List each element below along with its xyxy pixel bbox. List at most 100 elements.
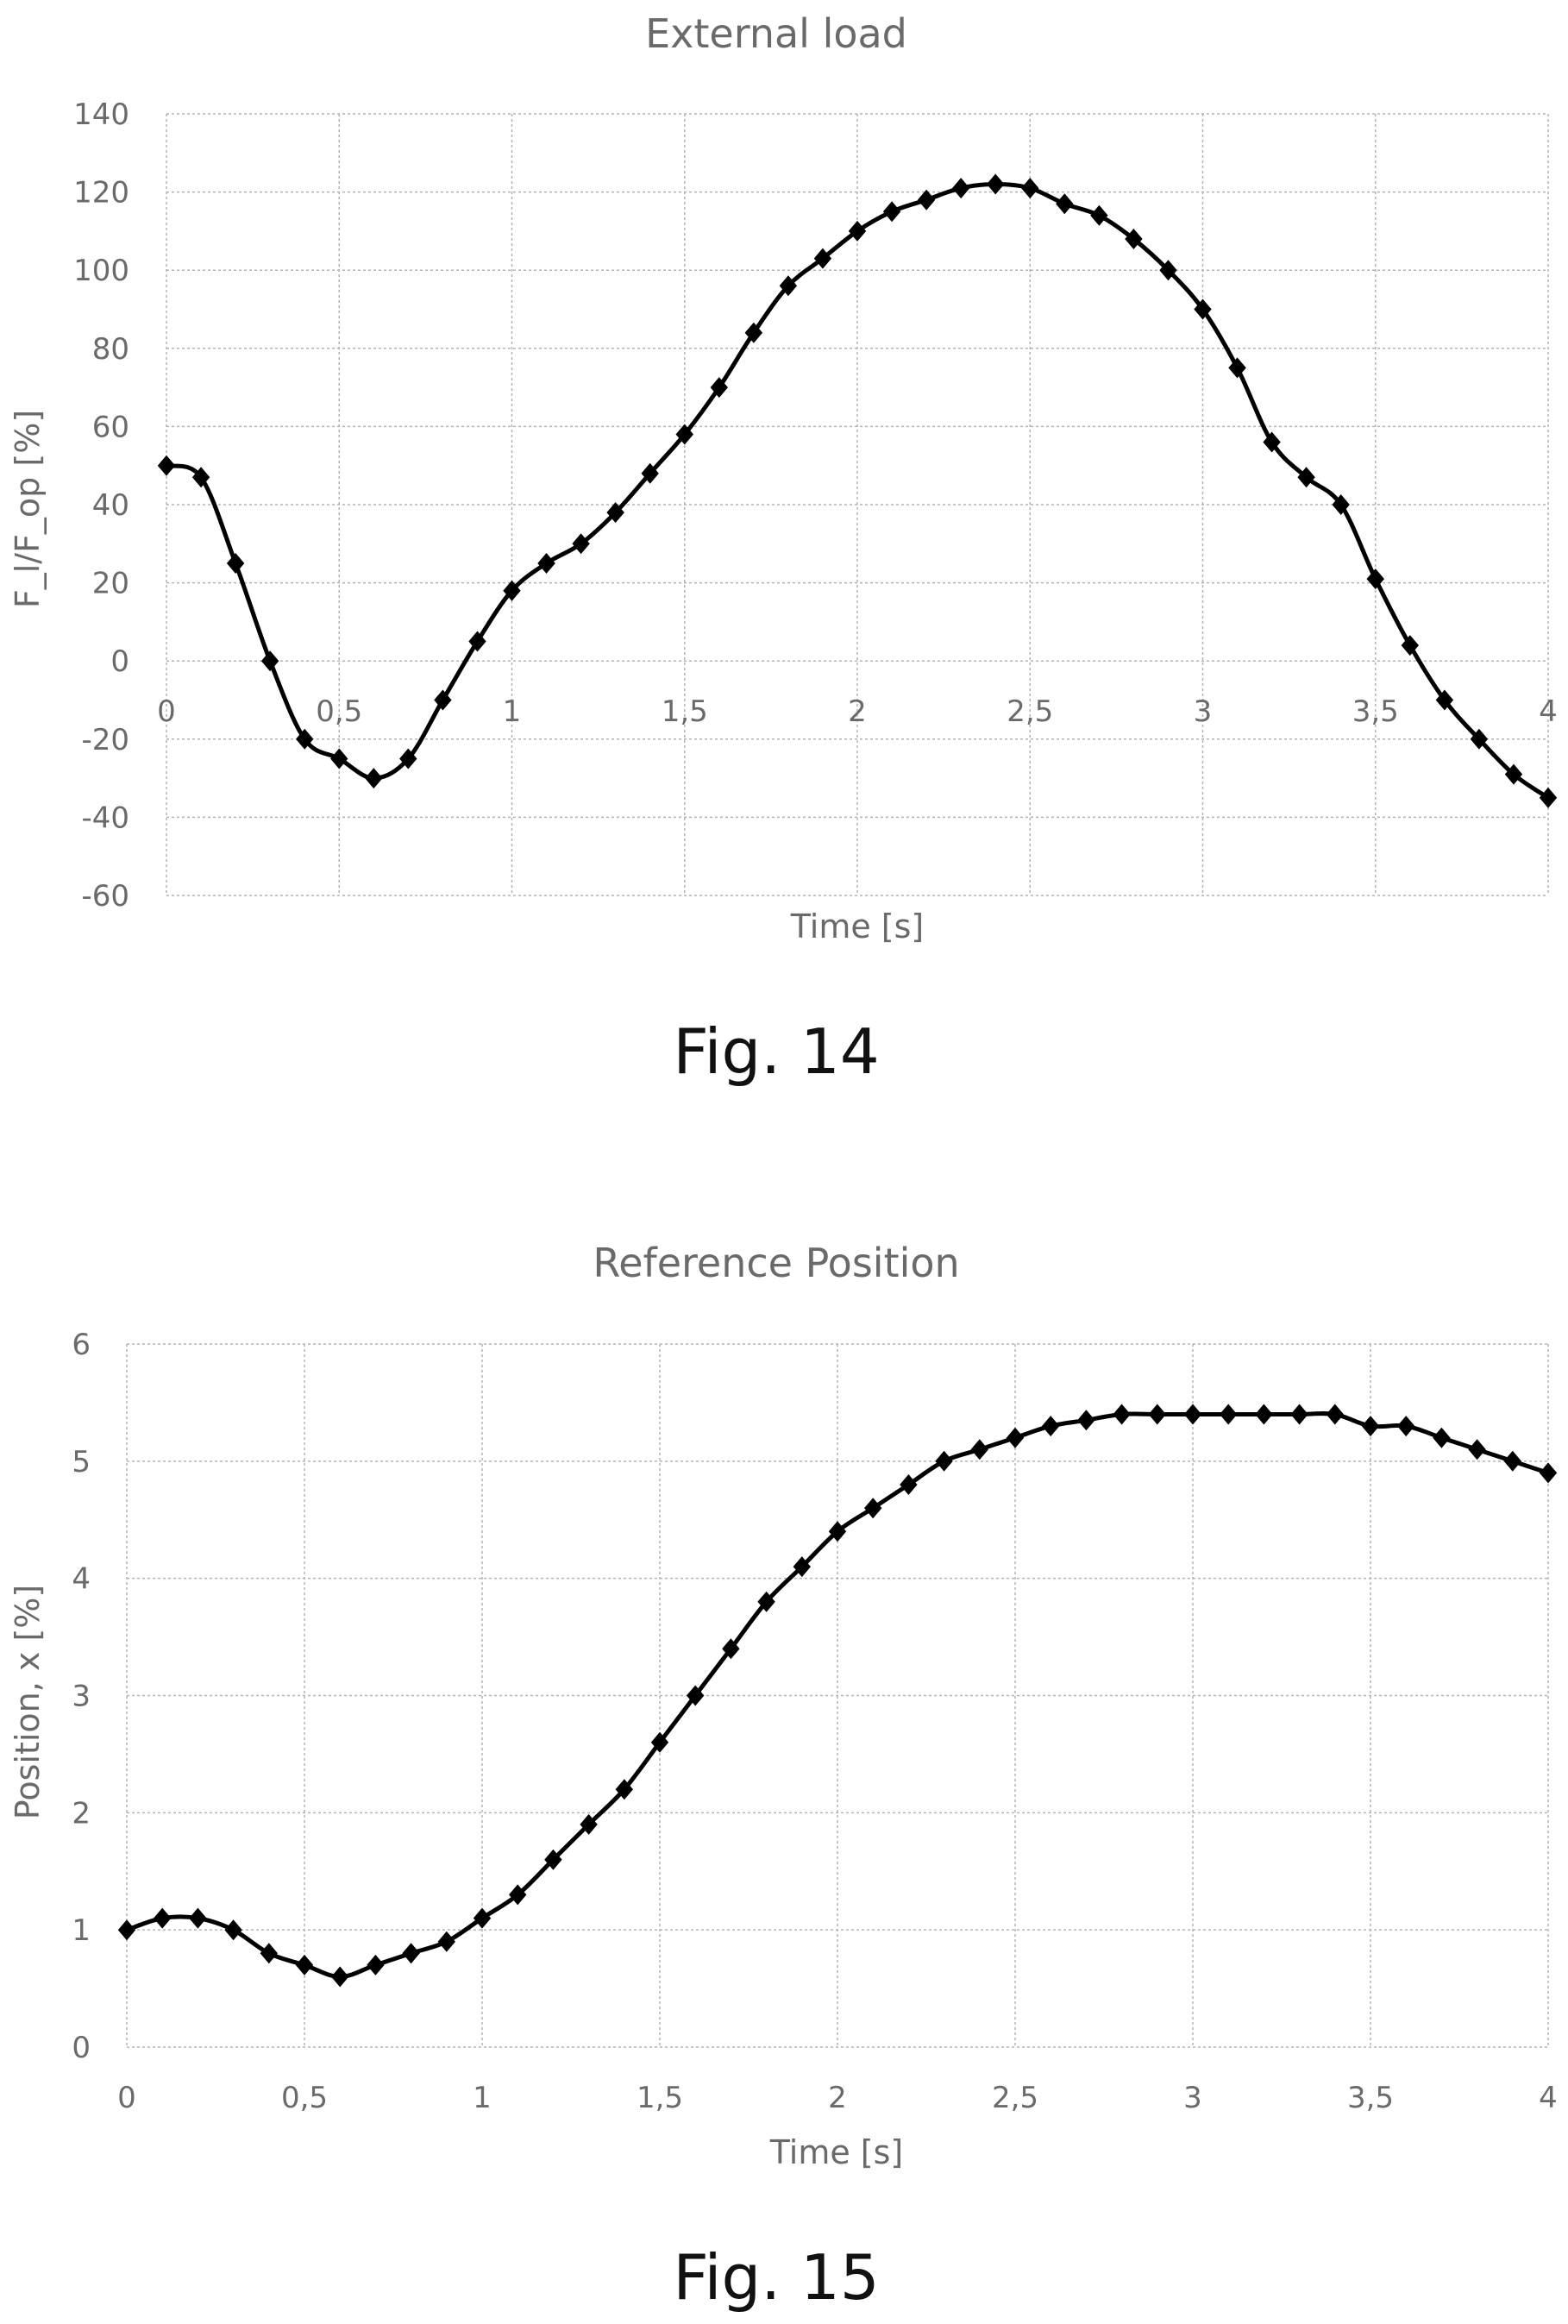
data-point	[437, 1931, 455, 1952]
data-point	[189, 1907, 207, 1929]
y-tick-labels: 0 1 2 3 4 5 6	[72, 1328, 91, 2065]
y-tick-label: 20	[92, 567, 129, 601]
x-tick-labels: 0 0,5 1 1,5 2 2,5 3 3,5 4	[117, 2081, 1558, 2115]
y-tick-label: 80	[92, 332, 129, 367]
y-tick-label: 2	[72, 1796, 91, 1831]
data-point	[503, 580, 521, 601]
y-tick-label: 1	[72, 1913, 91, 1948]
data-point	[952, 178, 970, 199]
data-point	[1077, 1410, 1095, 1431]
data-point	[900, 1474, 918, 1495]
data-point	[1503, 1450, 1521, 1472]
x-axis-label: Time [s]	[769, 2133, 904, 2171]
x-tick-label: 2,5	[992, 2081, 1038, 2115]
data-point	[1397, 1416, 1415, 1437]
data-point	[1021, 178, 1039, 199]
data-point	[1468, 1439, 1486, 1460]
data-point	[675, 424, 693, 445]
data-point	[864, 1498, 882, 1519]
x-tick-label: 4	[1539, 2081, 1558, 2115]
data-point	[1433, 1427, 1451, 1448]
data-point	[1504, 763, 1523, 785]
x-tick-label: 0,5	[316, 694, 362, 729]
data-point	[1263, 431, 1281, 453]
data-point	[779, 275, 798, 297]
x-tick-label: 1	[473, 2081, 492, 2115]
data-point	[1255, 1404, 1273, 1425]
data-point	[402, 1943, 420, 1964]
data-point	[935, 1450, 953, 1472]
y-tick-label: 120	[73, 176, 129, 210]
data-point	[687, 1685, 705, 1706]
data-point	[987, 173, 1005, 195]
data-point	[1228, 357, 1246, 379]
data-point	[710, 377, 728, 399]
data-point	[1056, 193, 1074, 215]
data-point	[1159, 260, 1177, 281]
data-point	[154, 1907, 172, 1929]
y-tick-label: 0	[72, 2031, 91, 2065]
chart-title: External load	[645, 10, 907, 57]
data-point	[296, 728, 314, 750]
data-point	[606, 502, 624, 524]
data-point	[757, 1591, 775, 1612]
y-tick-label: 3	[72, 1680, 91, 1714]
data-point	[468, 631, 486, 652]
x-tick-label: 1,5	[637, 2081, 683, 2115]
data-point	[157, 455, 176, 476]
x-tick-label: 0	[117, 2081, 136, 2115]
data-point	[641, 462, 659, 484]
y-tick-label: 6	[72, 1328, 91, 1362]
data-point	[1539, 1462, 1558, 1484]
data-point	[1006, 1427, 1025, 1448]
data-point	[1435, 689, 1454, 711]
data-point	[365, 768, 383, 789]
data-point	[1361, 1416, 1380, 1437]
y-tick-label: 40	[92, 488, 129, 523]
data-point	[295, 1954, 314, 1975]
chart-title: Reference Position	[593, 1240, 959, 1286]
data-point	[580, 1813, 598, 1835]
data-point	[544, 1849, 562, 1870]
data-point	[1290, 1404, 1308, 1425]
x-tick-label: 3	[1194, 694, 1213, 729]
data-point	[399, 748, 417, 769]
data-point	[1090, 204, 1108, 226]
data-point	[813, 248, 832, 269]
data-point	[1401, 635, 1419, 656]
data-point	[1183, 1404, 1202, 1425]
x-tick-label: 3,5	[1352, 694, 1399, 729]
data-point	[848, 220, 867, 242]
figure-caption: Fig. 15	[673, 2241, 879, 2314]
data-point	[260, 1943, 278, 1964]
x-tick-label: 3,5	[1347, 2081, 1394, 2115]
reference-position-chart: Reference Position 0 1 2 3 4 5 6 0 0,5 1 1,5 2 2,5 3…	[9, 1240, 1558, 2171]
data-point	[117, 1919, 136, 1941]
data-point	[1220, 1404, 1238, 1425]
data-point	[260, 650, 279, 672]
x-tick-labels: 0 0,5 1 1,5 2 2,5 3 3,5 4	[157, 694, 1558, 729]
x-tick-label: 2,5	[1007, 694, 1053, 729]
data-point	[226, 553, 245, 574]
data-point	[793, 1556, 811, 1578]
data-point	[473, 1907, 492, 1929]
data-point	[1113, 1404, 1131, 1425]
data-point	[744, 322, 763, 343]
data-point	[1297, 467, 1315, 488]
data-point	[1326, 1404, 1344, 1425]
figure-caption: Fig. 14	[673, 1015, 879, 1088]
x-tick-label: 3	[1183, 2081, 1202, 2115]
series-markers	[157, 173, 1558, 808]
data-point	[572, 533, 590, 555]
data-point	[367, 1954, 385, 1975]
x-tick-label: 2	[848, 694, 867, 729]
x-tick-label: 0,5	[281, 2081, 328, 2115]
data-point	[615, 1779, 633, 1800]
data-point	[537, 553, 555, 574]
external-load-chart: External load -60-40-2002040608010012014…	[9, 10, 1558, 945]
data-point	[1148, 1404, 1166, 1425]
y-axis-label: F_l/F_op [%]	[9, 410, 47, 608]
data-point	[1470, 728, 1489, 750]
y-tick-label: -60	[81, 879, 129, 914]
y-tick-label: -40	[81, 801, 129, 835]
